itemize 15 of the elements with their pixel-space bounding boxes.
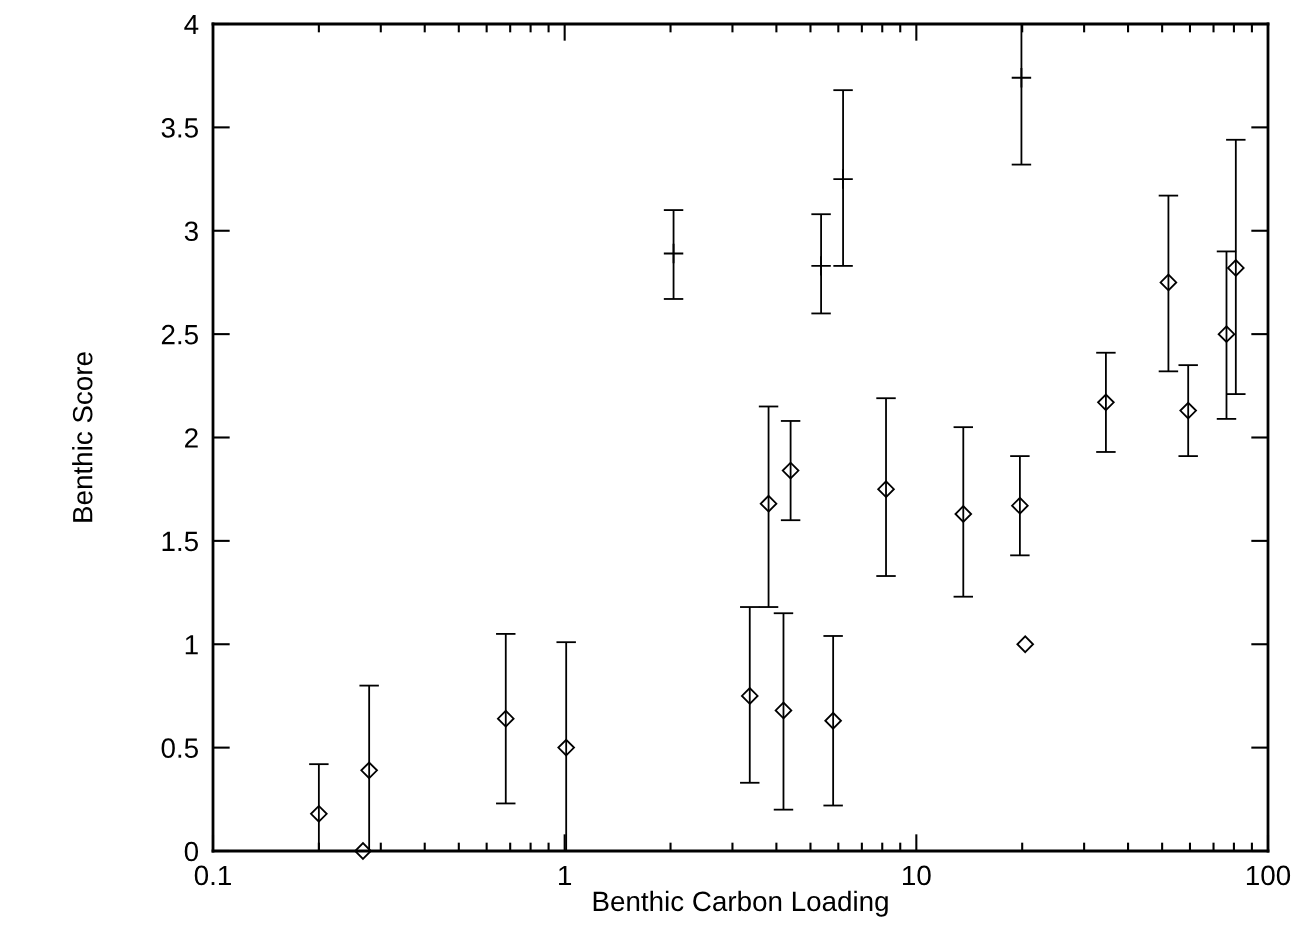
y-tick-label: 3.5 (161, 118, 198, 138)
y-tick-label: 2.5 (161, 324, 198, 345)
y-axis-title: Benthic Score (72, 352, 93, 522)
y-tick-label: 3 (184, 221, 198, 242)
x-tick-label: 10 (903, 865, 931, 886)
x-tick-label: 1 (559, 865, 572, 886)
y-tick-label: 0 (184, 841, 199, 862)
x-tick-label: 100 (1246, 865, 1291, 886)
y-tick-label: 4 (184, 14, 199, 35)
y-tick-label: 2 (185, 428, 198, 448)
x-tick-label: 0.1 (194, 865, 231, 886)
y-tick-label: 0.5 (161, 738, 198, 758)
y-tick-label: 1 (185, 635, 198, 655)
y-tick-label: 1.5 (162, 531, 198, 552)
x-axis-title: Benthic Carbon Loading (593, 890, 888, 917)
